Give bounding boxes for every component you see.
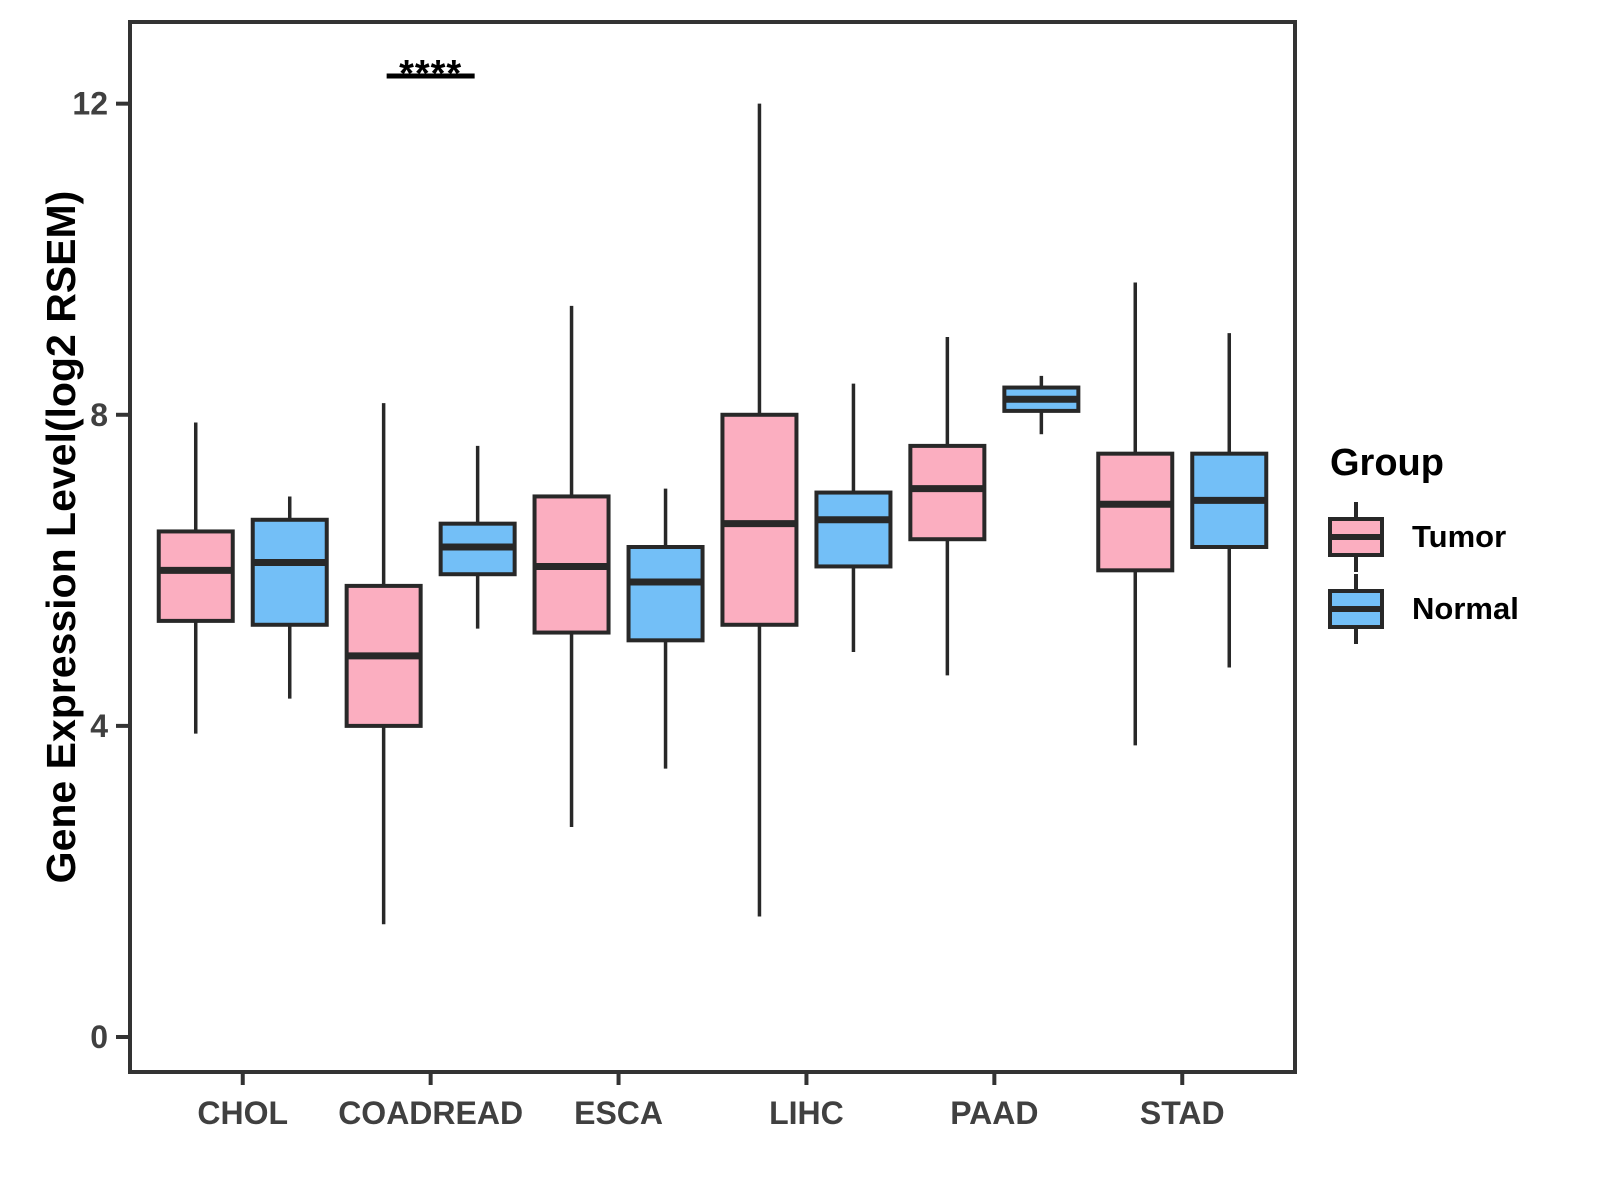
x-tick-label-LIHC: LIHC	[769, 1095, 844, 1131]
box-LIHC-Normal	[814, 383, 893, 652]
y-tick-label-0: 0	[90, 1019, 108, 1055]
box-LIHC-Tumor	[720, 103, 799, 917]
box-CHOL-Tumor	[156, 422, 235, 734]
box-ESCA-Normal	[626, 488, 705, 769]
legend: Group Tumor Normal	[1328, 442, 1588, 645]
iqr-box	[814, 490, 893, 569]
legend-key-box-normal	[1328, 589, 1384, 629]
iqr-box	[720, 412, 799, 627]
box-COADREAD-Tumor	[344, 403, 423, 925]
legend-title: Group	[1330, 442, 1444, 484]
legend-key-median	[1332, 606, 1380, 612]
x-tick-label-CHOL: CHOL	[197, 1095, 288, 1131]
legend-label-tumor: Tumor	[1412, 519, 1507, 554]
box-STAD-Normal	[1190, 333, 1269, 668]
y-tick-label-12: 12	[72, 86, 108, 122]
iqr-box	[626, 545, 705, 643]
y-tick-label-8: 8	[90, 397, 108, 433]
iqr-box	[908, 443, 987, 542]
box-CHOL-Normal	[250, 496, 329, 699]
iqr-box	[1096, 451, 1175, 573]
legend-label-normal: Normal	[1412, 591, 1519, 626]
box-STAD-Tumor	[1096, 282, 1175, 746]
iqr-box	[250, 517, 329, 627]
x-tick-label-PAAD: PAAD	[950, 1095, 1038, 1131]
y-tick-label-4: 4	[90, 708, 108, 744]
x-tick-label-STAD: STAD	[1140, 1095, 1225, 1131]
legend-key-boxplot-glyph-tumor	[1328, 502, 1384, 572]
box-COADREAD-Normal	[438, 445, 517, 629]
legend-key-box-tumor	[1328, 517, 1384, 557]
box-PAAD-Tumor	[908, 337, 987, 676]
legend-key-boxplot-glyph-normal	[1328, 574, 1384, 644]
plot-panel	[128, 20, 1297, 1074]
y-axis-title: Gene Expression Level(log2 RSEM)	[38, 190, 84, 884]
legend-item-tumor: Tumor	[1328, 501, 1588, 573]
legend-key-median	[1332, 534, 1380, 540]
box-ESCA-Tumor	[532, 305, 611, 827]
x-tick-label-COADREAD: COADREAD	[338, 1095, 523, 1131]
legend-item-normal: Normal	[1328, 573, 1588, 645]
iqr-box	[156, 529, 235, 623]
box-PAAD-Normal	[1002, 375, 1081, 435]
x-tick-label-ESCA: ESCA	[574, 1095, 663, 1131]
